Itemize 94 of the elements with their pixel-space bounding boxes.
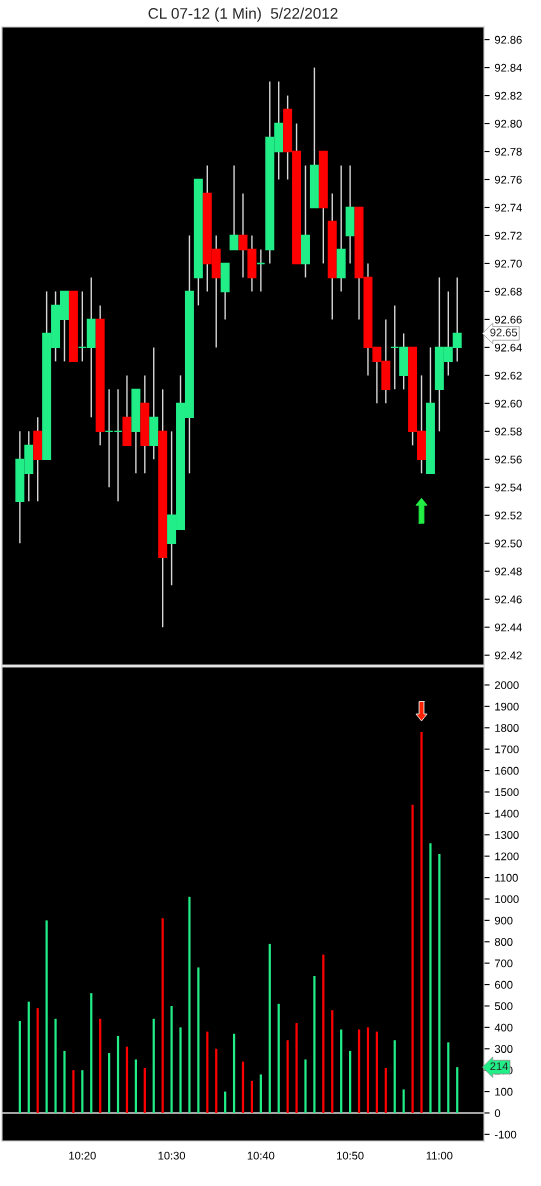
y-tick-label: 1800 [495,724,519,732]
y-tick-label: 92.42 [494,651,522,660]
bar [295,1023,298,1113]
y-tick-label: 1500 [495,788,519,797]
bar [331,1010,334,1113]
bar [375,1031,378,1113]
y-tick-label: 92.60 [494,399,522,408]
bar [447,1042,450,1113]
y-tick-label: 1000 [495,895,519,904]
y-tick-label: 92.80 [494,119,522,128]
y-tick-label: 92.50 [494,539,522,548]
y-tick-label: 2000 [494,681,519,690]
y-tick-label: 400 [494,1023,513,1032]
y-tick-label: 700 [494,959,513,968]
y-tick-label: 600 [494,980,513,989]
y-tick-label: 92.78 [494,147,522,156]
bar [90,993,93,1113]
y-tick-label: 1200 [495,852,519,861]
x-tick-label: 10:40 [247,1151,275,1160]
y-tick-label: 92.56 [494,455,522,464]
bar [438,854,441,1113]
x-tick-label: 10:30 [158,1151,186,1160]
y-tick-label: 100 [495,1087,513,1096]
bar [411,804,414,1113]
y-tick-label: 92.68 [494,287,522,296]
bar [393,1040,396,1113]
bar [152,1018,155,1113]
y-tick-label: 1300 [495,831,519,839]
x-tick-label: 10:20 [69,1151,96,1160]
candlestick [229,164,239,251]
y-tick-label: 92.54 [494,483,522,492]
y-tick-label: 1600 [495,766,519,775]
y-tick-label: 0 [494,1109,501,1118]
bar [72,1070,75,1113]
bar [349,1050,352,1113]
bar [143,1068,146,1113]
bar [402,1089,405,1113]
bar [99,1018,102,1113]
y-tick-label: 300 [494,1045,513,1053]
y-tick-label: 500 [494,1002,513,1011]
bar [27,1001,30,1113]
bar [179,1027,182,1113]
bar [116,1035,120,1113]
y-tick-label: 92.52 [494,511,522,520]
y-tick-label: 1400 [495,809,519,818]
bar [322,954,325,1113]
bar [259,1074,262,1113]
y-tick-label: 1700 [495,745,519,754]
bar [36,1008,39,1113]
y-tick-label: 92.46 [494,595,522,604]
bar [313,976,316,1113]
bar [108,1053,111,1113]
y-tick-label: 92.82 [494,91,522,100]
bar [268,943,271,1113]
bar [161,918,164,1113]
bar [188,896,191,1113]
y-tick-label: 92.74 [494,203,522,212]
y-tick-label: 92.86 [494,35,522,44]
bar [366,1027,370,1113]
y-tick-label: 92.70 [494,259,522,268]
bar [197,967,200,1113]
bar [286,1040,289,1113]
bar [304,1059,307,1113]
bar [384,1068,387,1113]
x-tick-label: 11:00 [426,1151,453,1160]
y-tick-label: 900 [494,916,513,925]
y-tick-label: 92.48 [494,567,522,576]
y-tick-label: 92.64 [494,343,522,352]
y-tick-label: -100 [494,1130,517,1139]
y-tick-label: 92.72 [494,231,522,240]
y-tick-label: 92.84 [494,63,522,72]
bar [429,843,432,1113]
text: 92.65 [490,328,518,337]
bar [456,1067,459,1113]
bar [420,732,423,1113]
y-tick-label: 800 [494,938,513,946]
bar [170,1005,173,1113]
bar [134,1059,137,1113]
bar [215,1048,218,1113]
x-tick-label: 10:50 [337,1151,364,1160]
bar [45,920,48,1113]
bar [206,1031,209,1113]
y-tick-label: 92.76 [494,175,522,184]
y-tick-label: 92.44 [494,623,522,632]
y-tick-label: 1900 [495,702,519,711]
y-tick-label: 92.58 [494,427,522,436]
bar [54,1018,57,1113]
bar [81,1070,84,1113]
bar [18,1020,21,1113]
chart-title: CL 07-12 (1 Min) 5/22/2012 [148,7,338,22]
y-tick-label: 92.62 [494,371,522,380]
bar [63,1050,66,1113]
y-tick-label: 92.66 [494,315,522,324]
y-tick-label: 1100 [495,873,518,882]
